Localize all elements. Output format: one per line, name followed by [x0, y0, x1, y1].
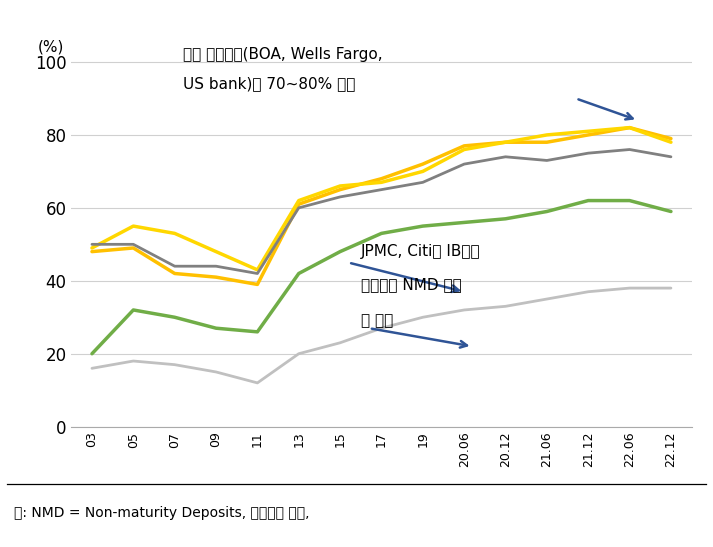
Text: 일반 상업은행(BOA, Wells Fargo,: 일반 상업은행(BOA, Wells Fargo,: [183, 48, 383, 62]
Text: 주: NMD = Non-maturity Deposits, 만기없는 예금,: 주: NMD = Non-maturity Deposits, 만기없는 예금,: [14, 506, 309, 520]
Text: 영향으로 NMD 비율: 영향으로 NMD 비율: [361, 277, 461, 292]
Text: US bank)은 70~80% 내외: US bank)은 70~80% 내외: [183, 77, 355, 91]
Text: 이 낮음: 이 낮음: [361, 313, 393, 329]
Text: (%): (%): [39, 40, 65, 55]
Text: JPMC, Citi는 IB부문: JPMC, Citi는 IB부문: [361, 245, 481, 259]
